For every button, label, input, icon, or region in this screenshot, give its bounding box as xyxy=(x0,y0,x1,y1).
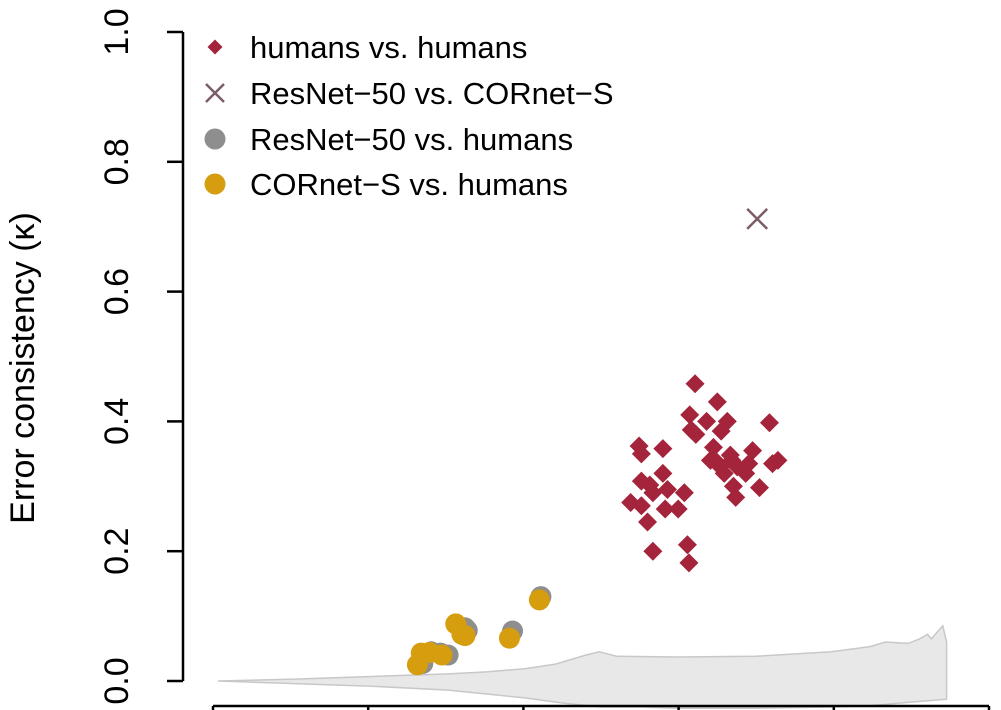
diamond-marker xyxy=(743,441,763,461)
diamond-marker xyxy=(638,512,658,532)
circle-marker xyxy=(454,625,476,647)
diamond-marker xyxy=(685,374,705,394)
diamond-marker xyxy=(722,450,742,470)
circle-marker xyxy=(498,627,520,649)
circle-marker-icon xyxy=(204,128,226,150)
diamond-marker xyxy=(750,478,770,498)
diamond-marker xyxy=(657,480,677,500)
legend-item: humans vs. humans xyxy=(207,30,527,65)
diamond-marker xyxy=(707,392,727,412)
diamond-marker xyxy=(677,535,697,555)
series-4 xyxy=(406,589,550,676)
diamond-marker xyxy=(631,496,651,516)
diamond-marker xyxy=(768,450,788,470)
diamond-marker xyxy=(680,405,700,425)
circle-marker-icon xyxy=(204,173,226,195)
x-ticks xyxy=(211,706,991,710)
legend-item: CORnet−S vs. humans xyxy=(204,167,568,202)
diamond-marker xyxy=(759,413,779,433)
y-tick-label: 1.0 xyxy=(98,8,136,55)
diamond-marker xyxy=(655,499,675,519)
diamond-marker xyxy=(714,463,734,483)
diamond-marker-icon xyxy=(207,39,223,55)
series-1 xyxy=(621,374,788,573)
y-tick-label: 0.2 xyxy=(98,528,136,575)
y-tick-label: 0.0 xyxy=(98,657,136,704)
diamond-marker xyxy=(643,483,663,503)
legend-item: ResNet−50 vs. humans xyxy=(204,122,573,157)
diamond-marker xyxy=(697,411,717,431)
data-points-layer xyxy=(406,208,788,676)
series-2 xyxy=(746,208,769,230)
y-axis-title: Error consistency (κ) xyxy=(4,212,42,524)
y-tick-label: 0.8 xyxy=(98,138,136,185)
x-axis xyxy=(211,704,991,710)
diamond-marker xyxy=(679,553,699,573)
legend-label: humans vs. humans xyxy=(250,30,527,65)
y-tick-label: 0.4 xyxy=(98,398,136,445)
diamond-marker xyxy=(653,463,673,483)
y-axis: 0.0 0.2 0.4 0.6 0.8 1.0 xyxy=(98,8,185,705)
diamond-marker xyxy=(631,444,651,464)
diamond-marker xyxy=(621,493,641,513)
diamond-marker xyxy=(686,424,706,444)
circle-marker xyxy=(528,589,550,611)
diamond-marker xyxy=(703,437,723,457)
diamond-marker xyxy=(726,487,746,507)
diamond-marker xyxy=(668,499,688,519)
cross-marker-icon xyxy=(205,83,225,103)
circle-marker xyxy=(431,644,453,666)
y-ticks: 0.0 0.2 0.4 0.6 0.8 1.0 xyxy=(98,8,183,705)
legend-label: ResNet−50 vs. CORnet−S xyxy=(250,76,614,111)
diamond-marker xyxy=(653,439,673,459)
diamond-marker xyxy=(717,411,737,431)
legend-label: CORnet−S vs. humans xyxy=(250,167,568,202)
chart-legend: humans vs. humans ResNet−50 vs. CORnet−S R… xyxy=(204,30,614,202)
y-tick-label: 0.6 xyxy=(98,268,136,315)
diamond-marker xyxy=(674,483,694,503)
plot-area xyxy=(217,208,948,710)
diamond-marker xyxy=(643,541,663,561)
cross-marker xyxy=(746,208,769,230)
legend-item: ResNet−50 vs. CORnet−S xyxy=(205,76,614,111)
legend-label: ResNet−50 vs. humans xyxy=(250,122,573,157)
chance-region-band xyxy=(217,624,948,710)
